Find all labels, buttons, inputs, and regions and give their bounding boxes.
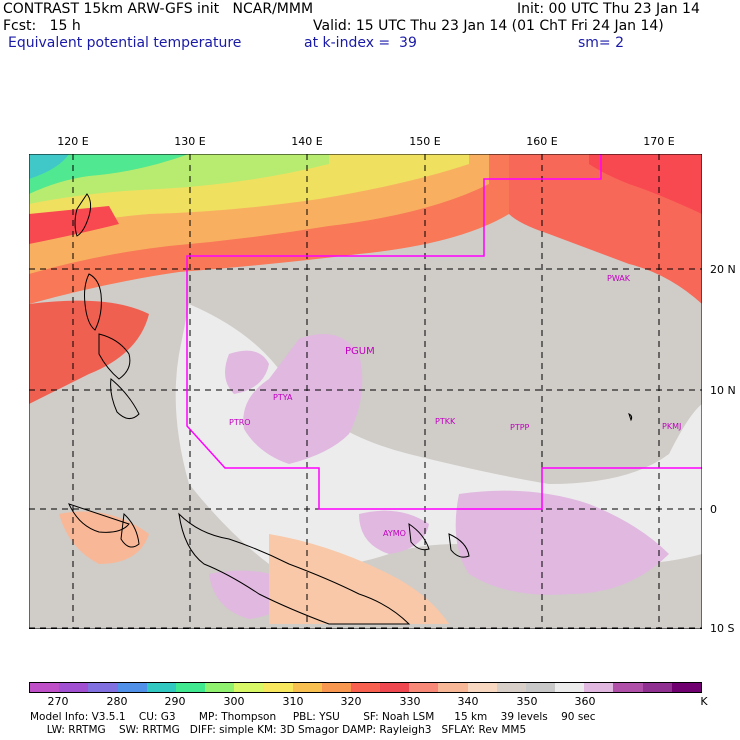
smoothing-label: sm= 2 [578, 35, 625, 51]
colorbar-swatch [146, 683, 176, 692]
field-shading [29, 154, 702, 629]
lon-label: 140 E [291, 135, 323, 148]
header-init: Init: 00 UTC Thu 23 Jan 14 [517, 1, 700, 17]
lat-label: 20 N [710, 263, 736, 276]
colorbar-swatch [671, 683, 701, 692]
colorbar-swatch [555, 683, 585, 692]
station-label: AYMO [383, 529, 406, 538]
station-label: PKMJ [662, 422, 681, 431]
model-info-line1: Model Info: V3.5.1 CU: G3 MP: Thompson P… [30, 711, 596, 723]
colorbar-swatch [175, 683, 206, 692]
level-label: at k-index = 39 [304, 35, 417, 51]
colorbar-swatch [350, 683, 381, 692]
colorbar [29, 682, 702, 693]
colorbar-swatch [205, 683, 235, 692]
colorbar-swatch [292, 683, 322, 692]
field-name: Equivalent potential temperature [8, 35, 242, 51]
colorbar-swatch [467, 683, 497, 692]
lat-label: 0 [710, 503, 717, 516]
colorbar-label: 320 [340, 695, 362, 708]
colorbar-label: 290 [164, 695, 186, 708]
colorbar-label: 350 [516, 695, 538, 708]
colorbar-swatch [438, 683, 468, 692]
colorbar-swatch [613, 683, 643, 692]
colorbar-swatch [584, 683, 614, 692]
colorbar-swatch [409, 683, 439, 692]
colorbar-swatch [234, 683, 264, 692]
colorbar-swatch [263, 683, 293, 692]
header-forecast-hour: Fcst: 15 h [3, 18, 81, 34]
lon-label: 130 E [174, 135, 206, 148]
station-label: PTYA [273, 393, 293, 402]
lon-label: 170 E [643, 135, 675, 148]
colorbar-label: 330 [399, 695, 421, 708]
lon-label: 160 E [526, 135, 558, 148]
station-label: PTRO [229, 418, 251, 427]
colorbar-unit: K [700, 695, 708, 708]
colorbar-label: 360 [574, 695, 596, 708]
colorbar-swatch [117, 683, 147, 692]
colorbar-swatch [496, 683, 526, 692]
colorbar-swatch [30, 683, 60, 692]
lat-label: 10 S [710, 622, 735, 635]
colorbar-swatch [525, 683, 556, 692]
colorbar-label: 340 [457, 695, 479, 708]
lon-label: 120 E [57, 135, 89, 148]
model-info-line2: LW: RRTMG SW: RRTMG DIFF: simple KM: 3D … [30, 724, 527, 736]
colorbar-swatch [59, 683, 89, 692]
station-label: PTPP [510, 423, 530, 432]
header-valid-time: Valid: 15 UTC Thu 23 Jan 14 (01 ChT Fri … [313, 18, 664, 34]
lon-label: 150 E [409, 135, 441, 148]
fir-boundary [186, 154, 702, 510]
station-label: PTKK [435, 417, 456, 426]
colorbar-label: 310 [282, 695, 304, 708]
colorbar-swatch [321, 683, 351, 692]
theta-e-map: PWAK PGUM PTYA PTRO PTKK PTPP PKMJ AYMO [29, 154, 702, 629]
coastlines [68, 193, 633, 625]
station-label: PGUM [345, 346, 375, 357]
lat-label: 10 N [710, 384, 736, 397]
colorbar-label: 300 [223, 695, 245, 708]
colorbar-label: 270 [47, 695, 69, 708]
colorbar-swatch [88, 683, 118, 692]
header-title: CONTRAST 15km ARW-GFS init NCAR/MMM [3, 1, 314, 17]
station-label: PWAK [607, 274, 631, 283]
colorbar-swatch [380, 683, 410, 692]
colorbar-swatch [642, 683, 672, 692]
colorbar-label: 280 [106, 695, 128, 708]
lat-lon-grid [29, 154, 702, 629]
